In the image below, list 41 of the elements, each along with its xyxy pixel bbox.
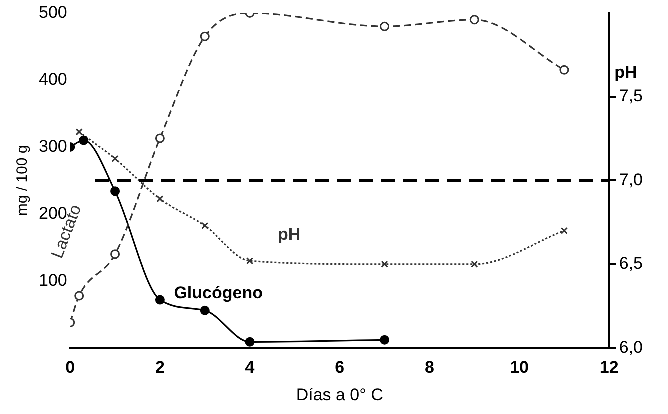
y-tick-label: 100: [38, 270, 68, 290]
y-axis-title: mg / 100 g: [14, 145, 32, 216]
y-tick-label: 500: [38, 2, 68, 22]
y-tick-label: 400: [38, 70, 68, 89]
y2-tick-label: 7,0: [619, 170, 644, 190]
x-tick-label: 10: [510, 358, 529, 378]
point: [560, 65, 570, 75]
point: [112, 155, 119, 163]
point: [471, 260, 478, 268]
point: [200, 32, 210, 42]
y2-tick-label: 6,5: [619, 254, 644, 274]
series-label: pH: [278, 224, 301, 244]
x-tick-label: 8: [424, 358, 434, 378]
point: [76, 128, 83, 136]
point: [200, 306, 210, 316]
point: [381, 260, 388, 268]
point: [79, 136, 89, 146]
point: [470, 15, 480, 25]
point: [245, 337, 255, 347]
x-tick-label: 0: [66, 358, 76, 378]
point: [380, 335, 390, 345]
point: [560, 227, 568, 235]
y2-tick-label: 6,0: [619, 338, 644, 357]
x-tick-label: 12: [600, 358, 619, 378]
point: [155, 295, 165, 305]
point: [155, 134, 165, 144]
point: [246, 258, 254, 265]
x-tick-label: 6: [335, 358, 345, 378]
point: [110, 250, 120, 260]
point: [202, 222, 209, 230]
y-tick-label: 300: [38, 136, 68, 156]
x-tick-label: 4: [245, 358, 256, 378]
y2-tick-label: 7,5: [619, 86, 644, 106]
x-tick-label: 2: [155, 358, 165, 378]
point: [74, 291, 84, 301]
point: [380, 22, 390, 32]
x-axis-title: Días a 0° C: [296, 385, 384, 404]
y2-axis-title: pH: [614, 62, 638, 82]
series-label: Glucógeno: [174, 284, 263, 303]
point: [156, 196, 164, 203]
point: [110, 186, 120, 196]
